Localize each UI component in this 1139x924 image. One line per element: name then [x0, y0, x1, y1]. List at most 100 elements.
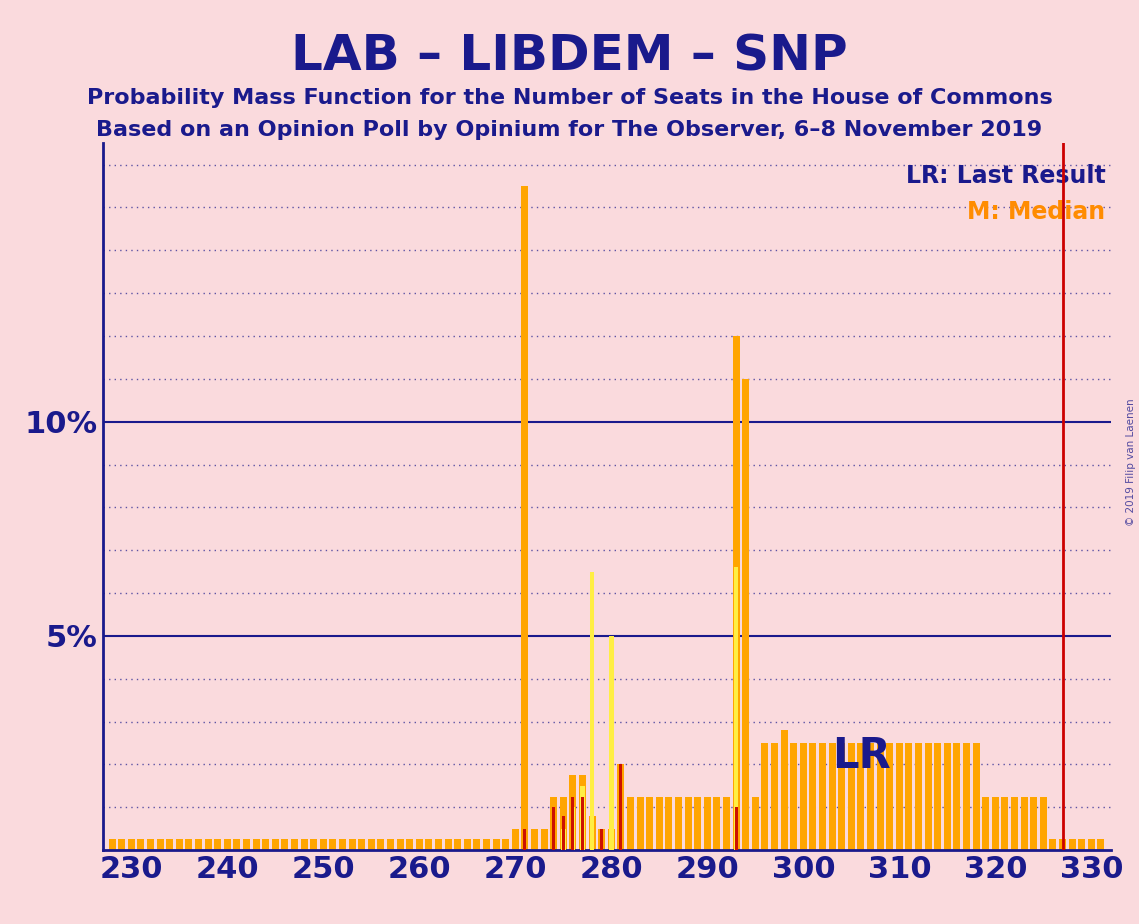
Bar: [550, 796, 557, 850]
Bar: [829, 743, 836, 850]
Bar: [723, 796, 730, 850]
Bar: [560, 796, 567, 850]
Text: LR: LR: [833, 735, 891, 777]
Bar: [272, 839, 279, 850]
Bar: [858, 743, 865, 850]
Text: M: Median: M: Median: [967, 200, 1106, 224]
Bar: [1040, 796, 1047, 850]
Bar: [339, 839, 346, 850]
Bar: [214, 839, 221, 850]
Bar: [695, 796, 702, 850]
Bar: [426, 839, 433, 850]
Bar: [523, 829, 526, 850]
Bar: [1011, 796, 1018, 850]
Bar: [752, 796, 759, 850]
Bar: [195, 839, 202, 850]
Bar: [233, 839, 240, 850]
Bar: [600, 829, 604, 850]
Bar: [732, 336, 739, 850]
Bar: [562, 816, 565, 850]
Bar: [810, 743, 817, 850]
Bar: [175, 839, 182, 850]
Bar: [349, 839, 355, 850]
Bar: [108, 839, 115, 850]
Bar: [1059, 839, 1066, 850]
Bar: [483, 839, 490, 850]
Bar: [598, 829, 605, 850]
Bar: [589, 816, 596, 850]
Bar: [953, 743, 960, 850]
Bar: [896, 743, 903, 850]
Bar: [186, 839, 192, 850]
Bar: [416, 839, 423, 850]
Bar: [665, 796, 672, 850]
Bar: [571, 808, 575, 850]
Bar: [819, 743, 826, 850]
Bar: [1079, 839, 1085, 850]
Text: LAB – LIBDEM – SNP: LAB – LIBDEM – SNP: [292, 32, 847, 80]
Bar: [531, 829, 538, 850]
Bar: [934, 743, 941, 850]
Bar: [915, 743, 921, 850]
Bar: [541, 829, 548, 850]
Bar: [704, 796, 711, 850]
Bar: [656, 796, 663, 850]
Bar: [590, 572, 595, 850]
Bar: [1088, 839, 1095, 850]
Bar: [581, 796, 584, 850]
Bar: [407, 839, 413, 850]
Bar: [562, 829, 566, 850]
Bar: [735, 808, 738, 850]
Bar: [608, 829, 615, 850]
Bar: [925, 743, 932, 850]
Bar: [964, 743, 970, 850]
Bar: [580, 785, 584, 850]
Bar: [992, 796, 999, 850]
Bar: [396, 839, 403, 850]
Bar: [435, 839, 442, 850]
Bar: [906, 743, 912, 850]
Text: Probability Mass Function for the Number of Seats in the House of Commons: Probability Mass Function for the Number…: [87, 88, 1052, 108]
Bar: [628, 796, 634, 850]
Bar: [474, 839, 481, 850]
Text: © 2019 Filip van Laenen: © 2019 Filip van Laenen: [1126, 398, 1136, 526]
Bar: [637, 796, 644, 850]
Bar: [253, 839, 260, 850]
Bar: [762, 743, 769, 850]
Bar: [572, 796, 574, 850]
Bar: [118, 839, 125, 850]
Bar: [262, 839, 269, 850]
Bar: [771, 743, 778, 850]
Bar: [685, 796, 691, 850]
Bar: [157, 839, 164, 850]
Bar: [359, 839, 366, 850]
Bar: [320, 839, 327, 850]
Bar: [368, 839, 375, 850]
Bar: [867, 743, 874, 850]
Bar: [617, 764, 624, 850]
Bar: [1021, 796, 1027, 850]
Bar: [1049, 839, 1056, 850]
Bar: [166, 839, 173, 850]
Bar: [522, 186, 528, 850]
Bar: [1098, 839, 1105, 850]
Bar: [377, 839, 384, 850]
Bar: [838, 743, 845, 850]
Bar: [734, 567, 738, 850]
Bar: [944, 743, 951, 850]
Bar: [609, 636, 614, 850]
Bar: [301, 839, 308, 850]
Bar: [281, 839, 288, 850]
Bar: [1068, 839, 1075, 850]
Text: LR: Last Result: LR: Last Result: [906, 164, 1106, 188]
Bar: [713, 796, 720, 850]
Bar: [329, 839, 336, 850]
Bar: [877, 743, 884, 850]
Bar: [570, 775, 576, 850]
Text: Based on an Opinion Poll by Opinium for The Observer, 6–8 November 2019: Based on an Opinion Poll by Opinium for …: [97, 120, 1042, 140]
Bar: [1031, 796, 1038, 850]
Bar: [205, 839, 212, 850]
Bar: [886, 743, 893, 850]
Bar: [511, 829, 518, 850]
Bar: [292, 839, 298, 850]
